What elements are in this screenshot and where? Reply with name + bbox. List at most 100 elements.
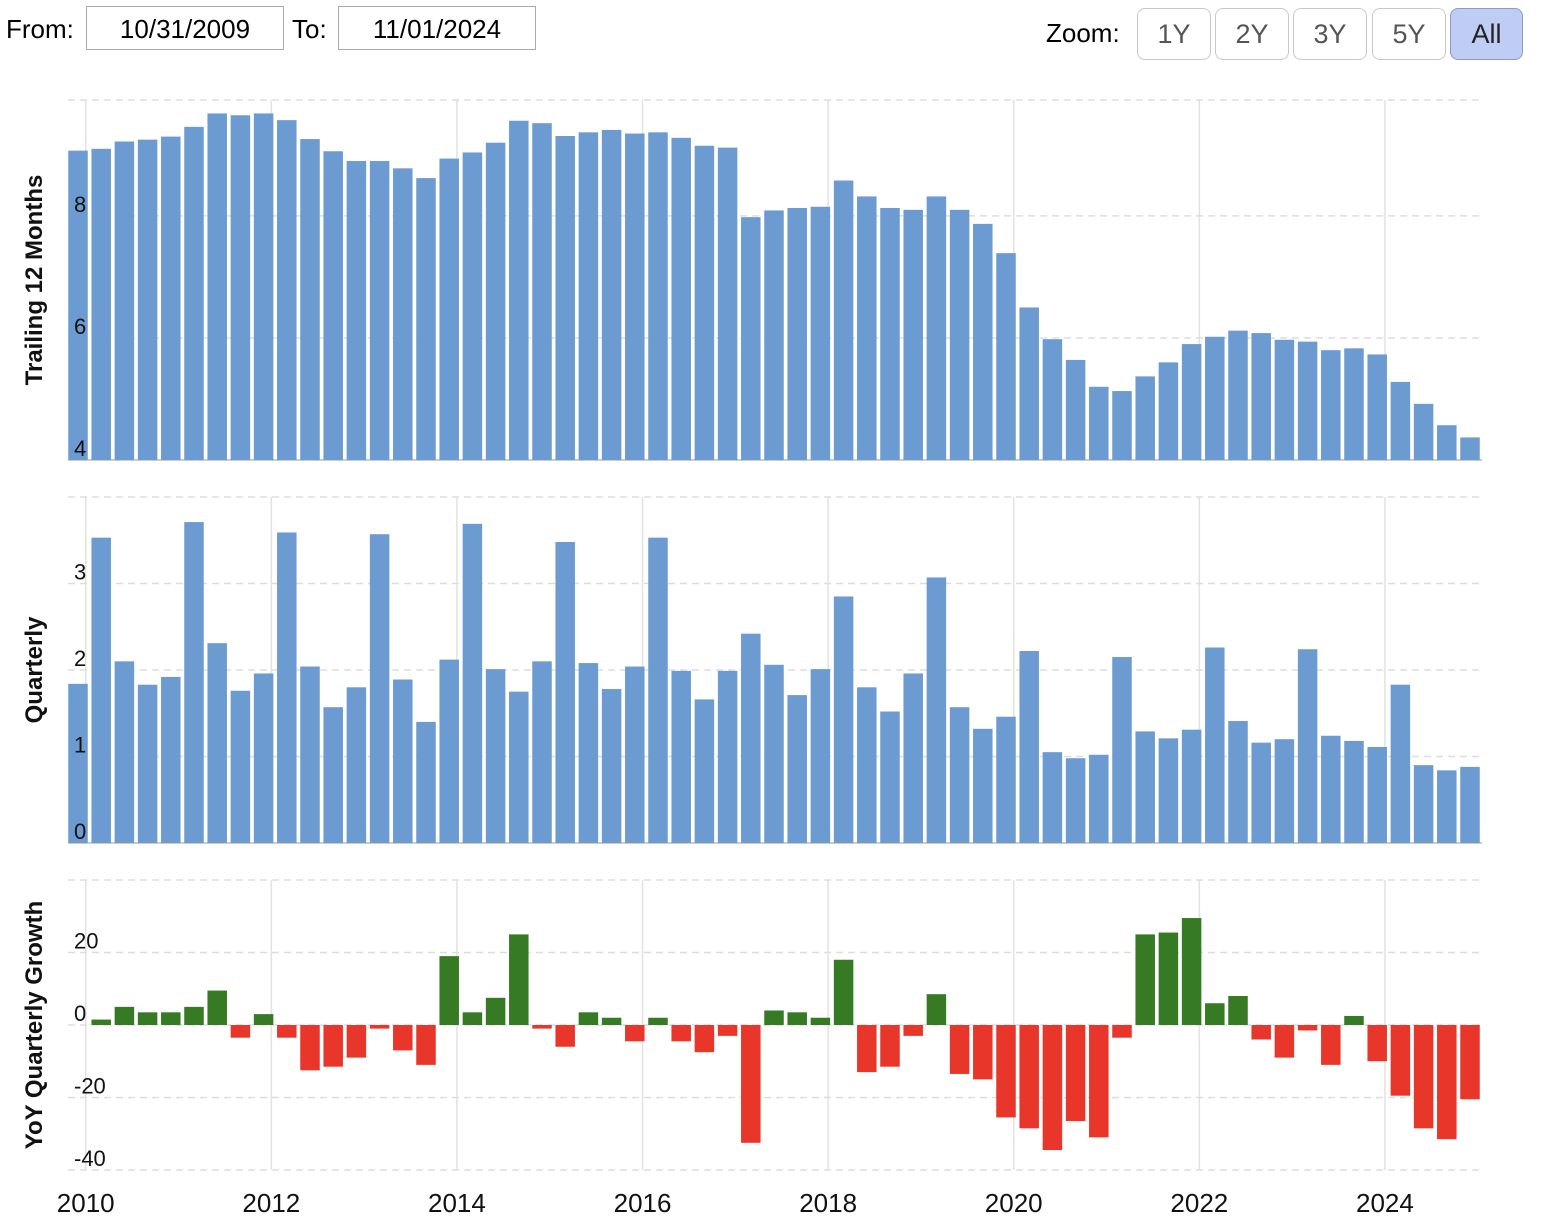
bar-panel-1-2024-12	[1460, 437, 1480, 460]
bar-panel-3-2020-12	[1089, 1025, 1109, 1138]
bar-panel-2-2012-03	[277, 532, 297, 843]
bar-panel-2-2024-03	[1390, 684, 1411, 843]
bar-panel-3-2024-03	[1390, 1025, 1411, 1096]
bar-panel-3-2018-06	[857, 1025, 877, 1073]
bar-panel-1-2017-03	[741, 217, 761, 460]
bar-panel-2-2011-12	[253, 673, 274, 843]
bar-panel-1-2022-06	[1228, 330, 1248, 460]
bar-panel-2-2018-03	[833, 596, 854, 843]
bar-panel-3-2012-12	[346, 1025, 367, 1058]
bar-panel-2-2011-06	[207, 643, 227, 843]
bar-panel-3-2017-12	[810, 1017, 831, 1025]
bar-panel-1-2015-09	[601, 129, 622, 460]
bar-panel-1-2016-12	[717, 147, 738, 461]
y-tick-panel-3-0: 0	[74, 1001, 86, 1026]
axis-titles: Trailing 12 Months Quarterly YoY Quarterly…	[21, 175, 48, 1150]
bar-panel-1-2013-12	[439, 158, 459, 460]
bar-panel-3-2014-12	[532, 1025, 552, 1029]
bar-panel-3-2020-03	[1019, 1025, 1039, 1129]
bar-panel-3-2021-12	[1181, 918, 1202, 1025]
bar-panel-1-2022-03	[1205, 336, 1225, 460]
bar-panel-1-2012-06	[300, 139, 320, 460]
bar-panel-2-2015-06	[578, 663, 599, 843]
bar-panel-2-2023-06	[1321, 735, 1341, 843]
zoom-2y-button[interactable]: 2Y	[1215, 8, 1289, 60]
bar-panel-3-2024-06	[1413, 1025, 1434, 1129]
bar-panel-1-2016-09	[694, 145, 715, 461]
bar-panel-3-2011-12	[253, 1014, 274, 1025]
bar-panel-3-2018-09	[880, 1025, 900, 1067]
bar-panel-3-2018-03	[833, 959, 854, 1025]
bar-panel-3-2021-03	[1112, 1025, 1132, 1038]
zoom-1y-button[interactable]: 1Y	[1137, 8, 1211, 60]
bar-panel-1-2021-06	[1135, 376, 1155, 460]
from-label: From:	[6, 14, 74, 44]
bar-panel-3-2015-09	[601, 1017, 622, 1025]
bar-panel-2-2023-09	[1344, 740, 1364, 843]
bar-panel-2-2011-03	[184, 522, 204, 843]
bars-group	[68, 113, 1480, 1151]
bar-panel-1-2019-12	[996, 253, 1016, 460]
bar-panel-1-2009-12	[68, 150, 88, 460]
x-tick-2022: 2022	[1170, 1188, 1228, 1218]
bar-panel-1-2014-06	[485, 142, 506, 461]
bar-panel-2-2010-09	[137, 684, 158, 843]
bar-panel-1-2014-03	[462, 152, 483, 460]
bar-panel-3-2022-12	[1274, 1025, 1295, 1058]
bar-panel-2-2013-03	[369, 534, 390, 843]
bar-panel-1-2024-09	[1437, 425, 1457, 460]
bar-panel-1-2010-03	[91, 148, 111, 461]
bar-panel-1-2021-12	[1181, 344, 1202, 460]
bar-panel-2-2016-12	[717, 670, 738, 843]
bar-panel-3-2013-03	[369, 1025, 390, 1029]
bar-panel-3-2012-09	[323, 1025, 343, 1067]
bar-panel-3-2024-12	[1460, 1025, 1480, 1100]
to-date-input[interactable]: 11/01/2024	[338, 6, 536, 50]
bar-panel-3-2014-06	[485, 997, 506, 1025]
bar-panel-1-2020-03	[1019, 307, 1039, 460]
bar-panel-1-2023-12	[1367, 354, 1387, 460]
bar-panel-1-2010-06	[114, 141, 135, 461]
bar-panel-3-2024-09	[1437, 1025, 1457, 1140]
bar-panel-2-2024-09	[1437, 770, 1457, 843]
bar-panel-3-2020-06	[1042, 1025, 1063, 1151]
bar-panel-2-2019-03	[926, 577, 947, 843]
bar-panel-3-2019-03	[926, 994, 947, 1025]
x-tick-2020: 2020	[985, 1188, 1043, 1218]
bar-panel-2-2022-03	[1205, 647, 1225, 843]
zoom-5y-button[interactable]: 5Y	[1372, 8, 1446, 60]
bar-panel-1-2012-03	[277, 120, 297, 460]
to-label: To:	[292, 14, 327, 44]
bar-panel-2-2020-09	[1065, 758, 1086, 843]
bar-panel-3-2015-12	[625, 1025, 645, 1042]
bar-panel-1-2019-06	[949, 209, 970, 460]
bar-panel-1-2015-12	[625, 133, 645, 460]
bar-panel-3-2023-09	[1344, 1015, 1364, 1025]
zoom-all-button[interactable]: All	[1450, 8, 1523, 60]
bar-panel-3-2010-12	[161, 1012, 181, 1025]
bar-panel-1-2023-06	[1321, 350, 1341, 460]
bar-panel-3-2016-03	[648, 1017, 668, 1025]
bar-panel-3-2021-09	[1158, 932, 1179, 1025]
y-tick-panel-2-3: 3	[74, 560, 86, 585]
bar-panel-2-2010-12	[161, 676, 181, 843]
bar-panel-2-2012-06	[300, 666, 320, 843]
bar-panel-2-2021-09	[1158, 738, 1179, 843]
bar-panel-1-2018-12	[903, 209, 923, 460]
bar-panel-1-2017-09	[787, 208, 807, 460]
bar-panel-1-2021-09	[1158, 362, 1179, 460]
x-tick-2010: 2010	[57, 1188, 115, 1218]
bar-panel-1-2013-06	[393, 168, 413, 460]
bar-panel-3-2017-06	[764, 1010, 784, 1025]
bar-panel-3-2016-09	[694, 1025, 715, 1053]
zoom-3y-button[interactable]: 3Y	[1293, 8, 1367, 60]
from-date-input[interactable]: 10/31/2009	[86, 6, 284, 50]
bar-panel-3-2023-06	[1321, 1025, 1341, 1065]
bar-panel-1-2024-03	[1390, 381, 1411, 460]
bar-panel-3-2010-03	[91, 1019, 111, 1025]
bar-panel-1-2010-09	[137, 139, 158, 460]
bar-panel-2-2024-06	[1413, 765, 1434, 843]
bar-panel-2-2019-09	[973, 728, 993, 843]
bar-panel-2-2014-03	[462, 523, 483, 843]
